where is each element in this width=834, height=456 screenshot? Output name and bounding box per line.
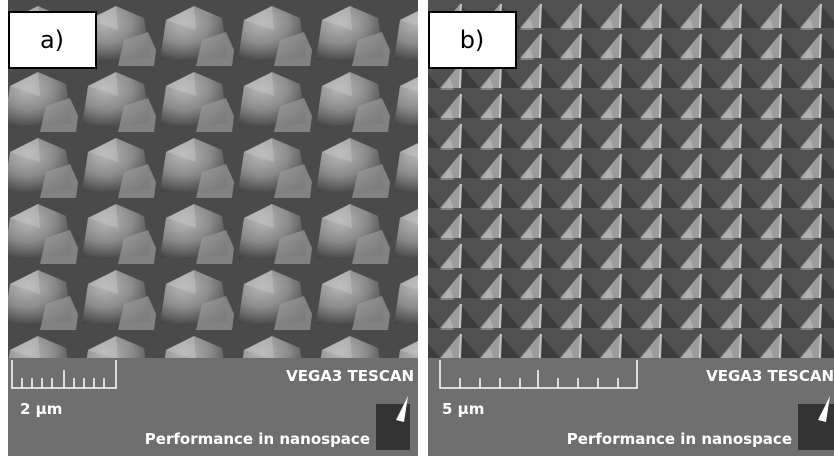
slogan: Performance in nanospace	[145, 430, 370, 448]
scale-label: 2 µm	[20, 400, 62, 418]
logo	[798, 404, 834, 450]
figure: a) 2 µm VEGA3 TESCAN Performance in nano…	[0, 0, 834, 456]
brand: VEGA3 TESCAN	[286, 367, 414, 385]
scale-label: 5 µm	[442, 400, 484, 418]
panel-a: a) 2 µm VEGA3 TESCAN Performance in nano…	[8, 0, 418, 456]
panel-label: a)	[40, 26, 64, 54]
brand: VEGA3 TESCAN	[706, 367, 834, 385]
slogan: Performance in nanospace	[567, 430, 792, 448]
page: a) 2 µm VEGA3 TESCAN Performance in nano…	[0, 0, 834, 456]
panel-b: b) 5 µm VEGA3 TESCAN Performance in nano…	[428, 0, 834, 456]
panel-label: b)	[460, 26, 485, 54]
